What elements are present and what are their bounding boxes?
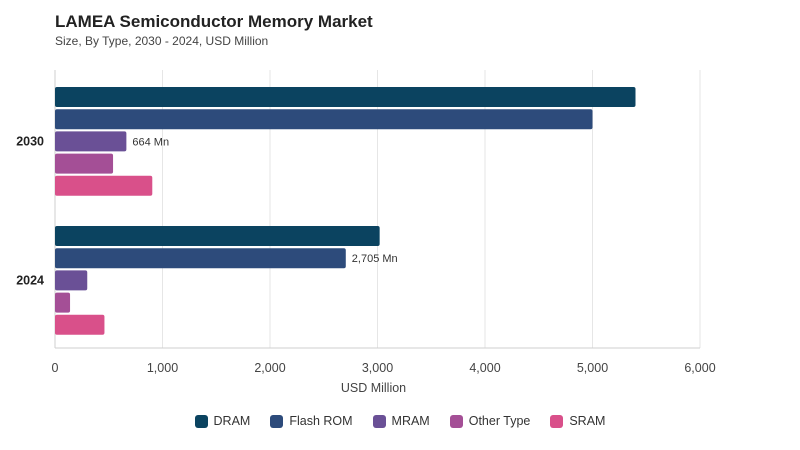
x-tick-label: 6,000 xyxy=(684,361,715,375)
bar-other-type-2030 xyxy=(55,153,114,174)
x-tick-label: 5,000 xyxy=(577,361,608,375)
x-axis-title: USD Million xyxy=(341,381,406,395)
x-tick-label: 4,000 xyxy=(469,361,500,375)
legend-label: SRAM xyxy=(569,414,606,428)
legend-label: DRAM xyxy=(213,414,251,428)
bar-mram-2024 xyxy=(55,270,88,291)
bar-dram-2024 xyxy=(55,226,380,246)
legend-swatch xyxy=(550,414,564,428)
chart-legend: DRAM Flash ROM MRAM Other Type SRAM xyxy=(0,414,800,428)
chart-subtitle: Size, By Type, 2030 - 2024, USD Million xyxy=(55,34,269,48)
bar-dram-2030 xyxy=(55,87,636,107)
data-label: 2,705 Mn xyxy=(352,253,398,265)
bar-sram-2024 xyxy=(55,314,105,335)
legend-item-other-type: Other Type xyxy=(449,414,531,428)
x-tick-label: 1,000 xyxy=(147,361,178,375)
bar-other-type-2024 xyxy=(55,292,71,313)
legend-label: Other Type xyxy=(468,414,531,428)
category-label: 2030 xyxy=(16,134,44,148)
bar-flash-rom-2024 xyxy=(55,248,346,269)
legend-label: Flash ROM xyxy=(289,414,353,428)
legend-swatch xyxy=(270,414,284,428)
x-tick-label: 3,000 xyxy=(362,361,393,375)
x-tick-label: 0 xyxy=(52,361,59,375)
legend-swatch xyxy=(372,414,386,428)
legend-item-flash-rom: Flash ROM xyxy=(270,414,353,428)
bar-mram-2030 xyxy=(55,131,127,152)
x-tick-label: 2,000 xyxy=(254,361,285,375)
legend-item-sram: SRAM xyxy=(550,414,605,428)
legend-swatch xyxy=(449,414,463,428)
legend-item-dram: DRAM xyxy=(194,414,251,428)
legend-swatch xyxy=(194,414,208,428)
data-label: 664 Mn xyxy=(132,136,169,148)
chart-title: LAMEA Semiconductor Memory Market xyxy=(55,12,373,31)
category-label: 2024 xyxy=(16,273,44,287)
bar-sram-2030 xyxy=(55,175,153,196)
legend-label: MRAM xyxy=(391,414,430,428)
legend-item-mram: MRAM xyxy=(372,414,430,428)
bar-flash-rom-2030 xyxy=(55,109,593,130)
